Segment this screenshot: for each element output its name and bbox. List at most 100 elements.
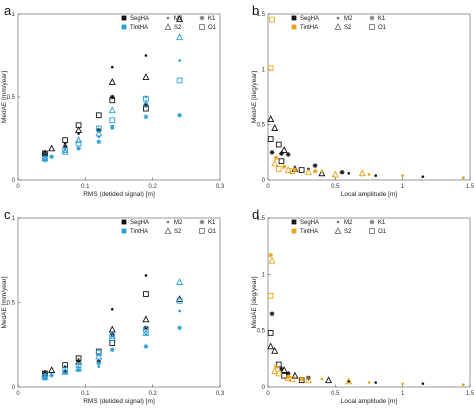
data-point-segha-o1 xyxy=(298,167,305,173)
legend-marker xyxy=(336,16,340,20)
legend-marker xyxy=(334,227,342,234)
data-point-segha-m2 xyxy=(110,307,114,311)
legend-label: TintHA xyxy=(300,25,318,31)
data-point-segha-k1 xyxy=(62,369,68,375)
x-tick-label: 0.2 xyxy=(148,184,157,190)
data-point-segha-m2 xyxy=(144,54,148,57)
legend-label: SegHA xyxy=(130,220,149,226)
data-point-tintha-m2 xyxy=(178,309,181,313)
x-tick-label: 0 xyxy=(266,391,270,397)
data-point-tintha-s2 xyxy=(331,170,339,178)
y-tick-label: 0.5 xyxy=(7,95,16,101)
data-point-tintha-o1 xyxy=(267,65,274,72)
y-tick-label: 1 xyxy=(262,272,266,278)
data-point-segha-m2 xyxy=(374,381,378,384)
data-point-tintha-o1 xyxy=(109,117,116,124)
data-point-tintha-k1 xyxy=(177,325,182,331)
data-point-tintha-s2 xyxy=(176,278,184,286)
data-point-segha-o1 xyxy=(109,97,116,104)
y-axis-label: MedAE [mm/year] xyxy=(1,276,8,328)
panel-label: d xyxy=(252,207,259,222)
data-point-tintha-m2 xyxy=(320,169,324,173)
x-tick-label: 0.5 xyxy=(331,184,340,190)
data-point-tintha-s2 xyxy=(61,147,69,155)
data-point-tintha-o1 xyxy=(275,166,282,172)
data-point-tintha-o1 xyxy=(289,168,296,174)
legend-label: S2 xyxy=(174,25,182,31)
data-point-segha-m2 xyxy=(421,382,425,385)
data-point-tintha-s2 xyxy=(95,129,103,137)
data-point-segha-s2 xyxy=(142,73,150,80)
legend-marker xyxy=(199,219,205,225)
data-point-tintha-k1 xyxy=(109,124,115,130)
legend-marker xyxy=(166,220,170,224)
legend: SegHA TintHA M2 S2 K1 O1 xyxy=(291,219,387,235)
x-axis-label: RMS (detided signal) [m] xyxy=(83,191,155,198)
data-point-segha-o1 xyxy=(95,112,102,119)
data-point-segha-o1 xyxy=(62,137,68,144)
y-axis-label: MedAE [deg/year] xyxy=(251,276,258,328)
data-point-segha-s2 xyxy=(267,115,275,122)
x-tick-label: 0.2 xyxy=(148,391,157,397)
legend-marker xyxy=(199,228,205,234)
data-point-tintha-k1 xyxy=(177,112,182,118)
legend-marker xyxy=(121,219,127,225)
data-point-tintha-k1 xyxy=(49,154,55,160)
data-point-tintha-m2 xyxy=(401,382,404,385)
y-tick-label: 0.5 xyxy=(257,329,266,335)
data-point-tintha-k1 xyxy=(273,364,279,370)
data-point-tintha-m2 xyxy=(401,174,404,177)
data-point-segha-s2 xyxy=(280,146,288,153)
data-point-tintha-o1 xyxy=(267,292,274,299)
data-point-tintha-o1 xyxy=(176,77,183,84)
panel-b: 0 0.5 1 1.5 0 0.5 1 1.5 Local amplitude [m] MedAE… xyxy=(251,3,474,198)
legend-marker xyxy=(291,24,297,30)
data-point-segha-s2 xyxy=(48,366,56,373)
data-point-tintha-k1 xyxy=(76,367,81,373)
y-tick-label: 0 xyxy=(12,385,16,391)
legend-label: K1 xyxy=(378,220,386,226)
x-tick-label: 0 xyxy=(16,391,20,397)
x-tick-label: 0 xyxy=(266,184,270,190)
data-point-segha-k1 xyxy=(269,311,275,317)
legend-label: M2 xyxy=(344,220,353,226)
data-point-tintha-k1 xyxy=(42,157,48,163)
data-point-segha-s2 xyxy=(108,78,116,85)
data-point-tintha-s2 xyxy=(304,168,312,176)
x-tick-label: 1.5 xyxy=(466,184,474,190)
y-tick-label: 1 xyxy=(12,12,16,18)
legend-label: S2 xyxy=(174,229,182,235)
y-tick-label: 1.5 xyxy=(257,12,266,18)
data-point-tintha-o1 xyxy=(62,367,68,373)
legend-label: TintHA xyxy=(130,229,148,235)
legend-marker xyxy=(121,228,127,234)
data-point-tintha-o1 xyxy=(42,155,48,162)
x-tick-label: 1.5 xyxy=(466,391,474,397)
data-point-segha-s2 xyxy=(267,342,275,350)
legend-label: SegHA xyxy=(300,220,319,226)
data-point-segha-s2 xyxy=(325,376,333,384)
data-point-tintha-o1 xyxy=(75,362,82,368)
legend-label: M2 xyxy=(344,16,353,22)
legend-marker xyxy=(334,23,342,30)
panel-a: 0 0.1 0.2 0.3 0 0.5 1 RMS (detided signal) [m] M… xyxy=(1,3,225,198)
data-point-tintha-s2 xyxy=(95,352,103,360)
data-point-tintha-k1 xyxy=(312,168,318,174)
plot-frame xyxy=(267,13,471,181)
legend-label: O1 xyxy=(208,229,217,235)
data-point-tintha-s2 xyxy=(142,328,150,336)
y-tick-label: 0.5 xyxy=(7,301,16,307)
data-point-segha-k1 xyxy=(312,163,318,169)
x-axis-label: Local amplitude [m] xyxy=(341,191,398,198)
data-point-tintha-s2 xyxy=(304,376,312,384)
data-point-tintha-s2 xyxy=(61,367,69,375)
data-point-tintha-k1 xyxy=(96,139,102,145)
y-tick-label: 1 xyxy=(12,216,16,222)
data-point-segha-o1 xyxy=(278,158,285,165)
data-point-tintha-k1 xyxy=(42,376,48,381)
panel-label: c xyxy=(4,207,11,222)
data-point-segha-s2 xyxy=(271,124,279,131)
data-point-tintha-m2 xyxy=(367,173,371,176)
legend-marker xyxy=(291,15,297,21)
legend-marker xyxy=(291,228,297,234)
